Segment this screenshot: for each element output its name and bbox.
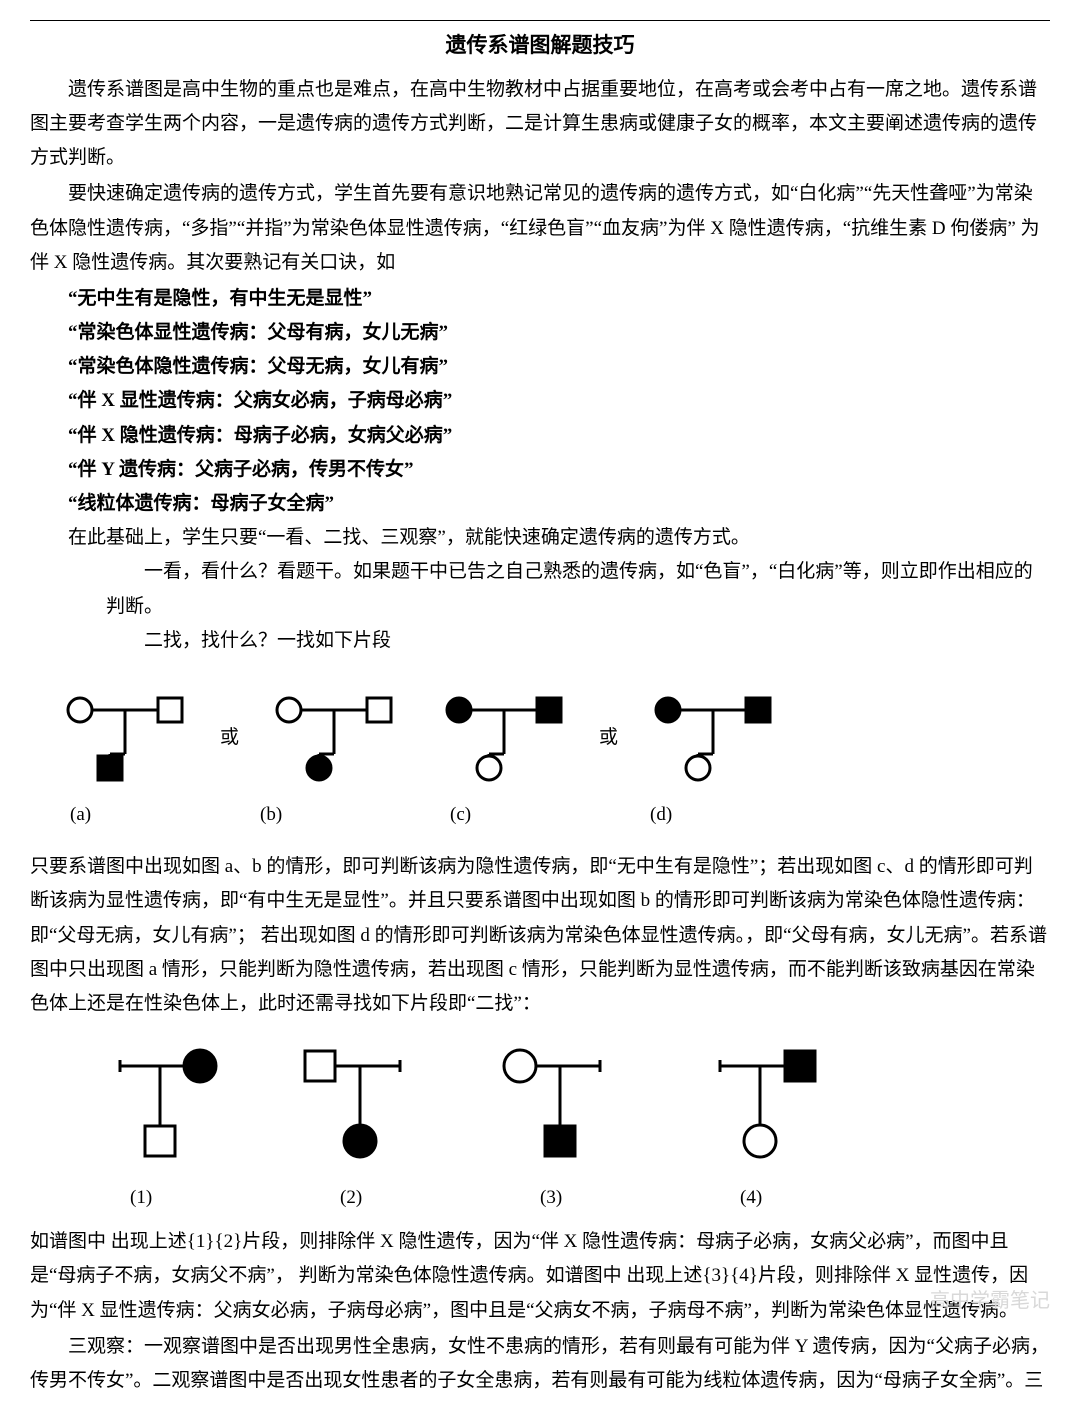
page-title: 遗传系谱图解题技巧 (30, 27, 1050, 65)
pedigree-d (638, 688, 788, 788)
paragraph-basis: 在此基础上，学生只要“一看、二找、三观察”，就能快速确定遗传病的遗传方式。 (68, 521, 1050, 555)
label-2: (2) (340, 1181, 540, 1215)
label-4: (4) (740, 1181, 762, 1215)
pedigree-3 (490, 1041, 630, 1171)
or-label-1: 或 (220, 721, 239, 755)
rule-3: “常染色体隐性遗传病：父母无病，女儿有病” (68, 350, 1050, 384)
label-3: (3) (540, 1181, 740, 1215)
pedigree-diagram-set-2 (90, 1041, 1050, 1171)
label-c: (c) (450, 798, 650, 832)
paragraph-analysis-2: 如谱图中 出现上述{1}{2}片段，则排除伴 X 隐性遗传，因为“伴 X 隐性遗… (30, 1225, 1050, 1328)
diagram2-labels: (1) (2) (3) (4) (130, 1181, 1050, 1215)
paragraph-intro: 遗传系谱图是高中生物的重点也是难点，在高中生物教材中占据重要地位，在高考或会考中… (30, 73, 1050, 176)
pedigree-c (429, 688, 579, 788)
pedigree-diagram-set-1: 或 或 (50, 688, 1050, 788)
diagram1-labels: (a) (b) (c) (d) (70, 798, 1050, 832)
paragraph-analysis-1: 只要系谱图中出现如图 a、b 的情形，即可判断该病为隐性遗传病，即“无中生有是隐… (30, 850, 1050, 1021)
pedigree-4 (690, 1041, 830, 1171)
pedigree-b (259, 688, 409, 788)
label-1: (1) (130, 1181, 340, 1215)
or-label-2: 或 (599, 721, 618, 755)
rule-4: “伴 X 显性遗传病：父病女必病，子病母必病” (68, 384, 1050, 418)
label-b: (b) (260, 798, 450, 832)
rule-6: “伴 Y 遗传病：父病子必病，传男不传女” (68, 453, 1050, 487)
watermark: 高中学霸笔记 (930, 1283, 1050, 1319)
rule-5: “伴 X 隐性遗传病：母病子必病，女病父必病” (68, 419, 1050, 453)
paragraph-look: 一看，看什么？看题干。如果题干中已告之自己熟悉的遗传病，如“色盲”，“白化病”等… (106, 555, 1050, 623)
pedigree-1 (90, 1041, 230, 1171)
pedigree-a (50, 688, 200, 788)
rule-2: “常染色体显性遗传病：父母有病，女儿无病” (68, 316, 1050, 350)
pedigree-2 (290, 1041, 430, 1171)
paragraph-method: 要快速确定遗传病的遗传方式，学生首先要有意识地熟记常见的遗传病的遗传方式，如“白… (30, 177, 1050, 280)
paragraph-observe: 三观察：一观察谱图中是否出现男性全患病，女性不患病的情形，若有则最有可能为伴 Y… (30, 1330, 1050, 1398)
label-a: (a) (70, 798, 260, 832)
rule-7: “线粒体遗传病：母病子女全病” (68, 487, 1050, 521)
rule-1: “无中生有是隐性，有中生无是显性” (68, 282, 1050, 316)
paragraph-find: 二找，找什么？一找如下片段 (144, 624, 1050, 658)
label-d: (d) (650, 798, 672, 832)
